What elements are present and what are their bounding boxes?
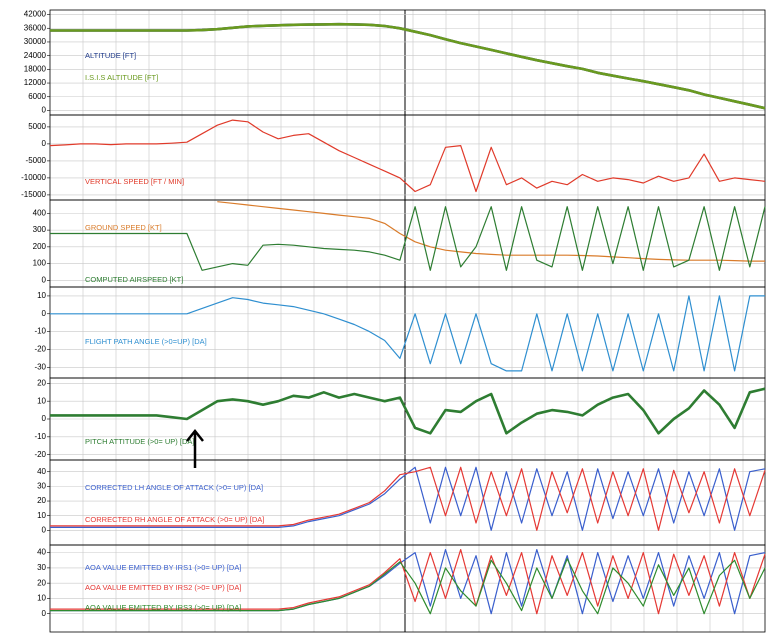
series-label: FLIGHT PATH ANGLE (>0=UP) [DA] (85, 337, 207, 346)
y-tick-label: 0 (42, 609, 47, 618)
y-tick-label: -5000 (26, 156, 47, 165)
y-tick-label: 20 (37, 578, 46, 587)
series-line (50, 466, 766, 531)
y-tick-label: -10 (34, 432, 46, 441)
y-tick-label: 10 (37, 396, 46, 405)
y-tick-label: -15000 (21, 190, 46, 199)
series-label: AOA VALUE EMITTED BY IRS3 (>0= UP) [DA] (85, 603, 241, 612)
y-tick-label: 5000 (28, 122, 46, 131)
series-label: AOA VALUE EMITTED BY IRS1 (>0= UP) [DA] (85, 563, 241, 572)
y-tick-label: 20 (37, 378, 46, 387)
series-line (50, 549, 766, 615)
series-label: GROUND SPEED [KT] (85, 223, 162, 232)
series-line (217, 201, 765, 262)
y-tick-label: 18000 (24, 64, 47, 73)
y-tick-label: 30 (37, 563, 46, 572)
y-tick-label: 0 (42, 414, 47, 423)
series-label: PITCH ATTITUDE (>0= UP) [DA] (85, 437, 194, 446)
y-tick-label: 20 (37, 496, 46, 505)
y-tick-label: 200 (33, 242, 47, 251)
series-label: COMPUTED AIRSPEED [KT] (85, 275, 183, 284)
series-label: AOA VALUE EMITTED BY IRS2 (>0= UP) [DA] (85, 583, 241, 592)
y-tick-label: 36000 (24, 23, 47, 32)
y-tick-label: 10 (37, 594, 46, 603)
y-tick-label: 6000 (28, 92, 46, 101)
y-tick-label: 0 (42, 275, 47, 284)
y-tick-label: 40 (37, 467, 46, 476)
series-line (50, 22, 766, 110)
y-tick-label: 0 (42, 309, 47, 318)
y-tick-label: 30 (37, 481, 46, 490)
arrow (186, 428, 204, 468)
series-line (50, 295, 765, 372)
y-tick-label: -20 (34, 450, 46, 459)
y-tick-label: -10 (34, 327, 46, 336)
series-line (50, 558, 766, 615)
y-tick-label: -30 (34, 362, 46, 371)
series-label: CORRECTED RH ANGLE OF ATTACK (>0= UP) [D… (85, 515, 264, 524)
y-tick-label: -10000 (21, 173, 46, 182)
y-tick-label: 10 (37, 511, 46, 520)
series-label: ALTITUDE [FT] (85, 51, 136, 60)
y-tick-label: 24000 (24, 51, 47, 60)
y-tick-label: 400 (33, 208, 47, 217)
y-tick-label: 0 (42, 106, 47, 115)
y-tick-label: 300 (33, 225, 47, 234)
series-line (49, 119, 766, 193)
y-tick-label: 100 (33, 259, 47, 268)
y-tick-label: 0 (42, 139, 47, 148)
series-label: VERTICAL SPEED [FT / MIN] (85, 177, 184, 186)
y-tick-label: 0 (42, 525, 47, 534)
y-tick-label: 42000 (24, 10, 47, 19)
panel-frame (49, 544, 766, 633)
y-tick-label: 10 (37, 291, 46, 300)
y-tick-label: -20 (34, 345, 46, 354)
y-tick-label: 40 (37, 548, 46, 557)
y-tick-label: 12000 (24, 78, 47, 87)
series-label: I.S.I.S ALTITUDE [FT] (85, 73, 158, 82)
series-line (50, 387, 766, 435)
series-label: CORRECTED LH ANGLE OF ATTACK (>0= UP) [D… (85, 483, 263, 492)
y-tick-label: 30000 (24, 37, 47, 46)
series-line (50, 206, 766, 271)
